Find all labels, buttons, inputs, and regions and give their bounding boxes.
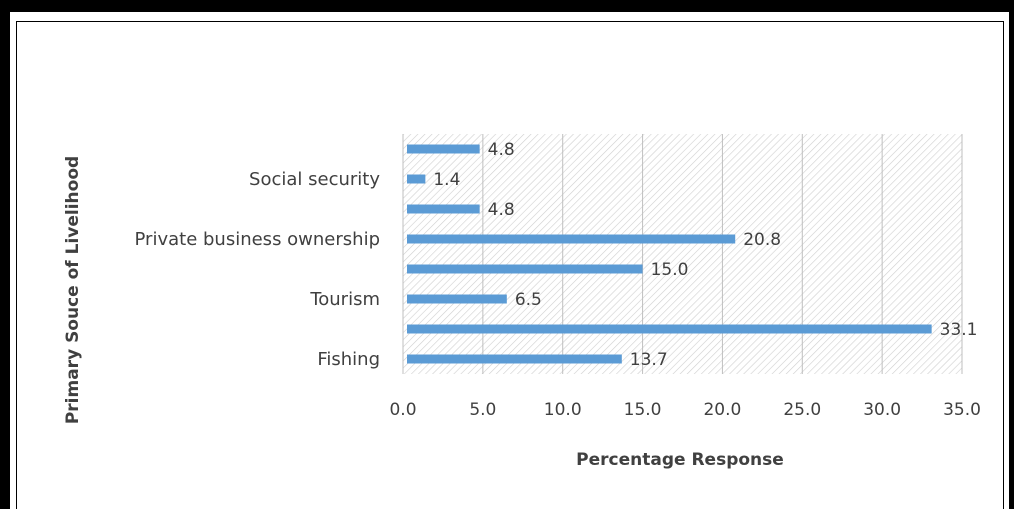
- data-label: 1.4: [433, 170, 460, 190]
- category-label: Social security: [249, 169, 380, 190]
- data-label: 4.8: [488, 200, 515, 220]
- x-tick-label: 35.0: [943, 400, 981, 420]
- bar: [407, 354, 622, 364]
- category-labels: Fishing Tourism Private business ownership…: [135, 169, 381, 370]
- bar: [407, 324, 932, 334]
- data-label: 4.8: [488, 140, 515, 160]
- category-label: Fishing: [317, 349, 380, 370]
- x-tick-label: 20.0: [703, 400, 741, 420]
- bar: [407, 294, 507, 304]
- bars: [407, 144, 932, 364]
- data-label: 15.0: [651, 260, 689, 280]
- bar: [407, 264, 643, 274]
- data-label: 6.5: [515, 290, 542, 310]
- bar: [407, 174, 426, 184]
- x-tick-labels: 0.0 5.0 10.0 15.0 20.0 25.0 30.0 35.0: [389, 400, 980, 420]
- x-axis-title: Percentage Response: [576, 450, 784, 470]
- x-tick-label: 0.0: [389, 400, 416, 420]
- y-axis-title: Primary Souce of Livelihood: [63, 156, 83, 424]
- category-label: Tourism: [309, 289, 380, 310]
- x-tick-label: 10.0: [544, 400, 582, 420]
- bar: [407, 234, 736, 244]
- plot-area: [403, 134, 962, 374]
- bar: [407, 144, 480, 154]
- x-tick-label: 5.0: [469, 400, 496, 420]
- gridlines: [402, 134, 963, 374]
- data-label: 33.1: [940, 320, 978, 340]
- x-tick-label: 15.0: [624, 400, 662, 420]
- category-label: Private business ownership: [135, 229, 380, 250]
- bar: [407, 204, 480, 214]
- x-tick-label: 30.0: [863, 400, 901, 420]
- data-label: 20.8: [743, 230, 781, 250]
- x-tick-label: 25.0: [783, 400, 821, 420]
- value-labels: 13.7 33.1 6.5 15.0 20.8 4.8 1.4 4.8: [433, 140, 977, 370]
- data-label: 13.7: [630, 350, 668, 370]
